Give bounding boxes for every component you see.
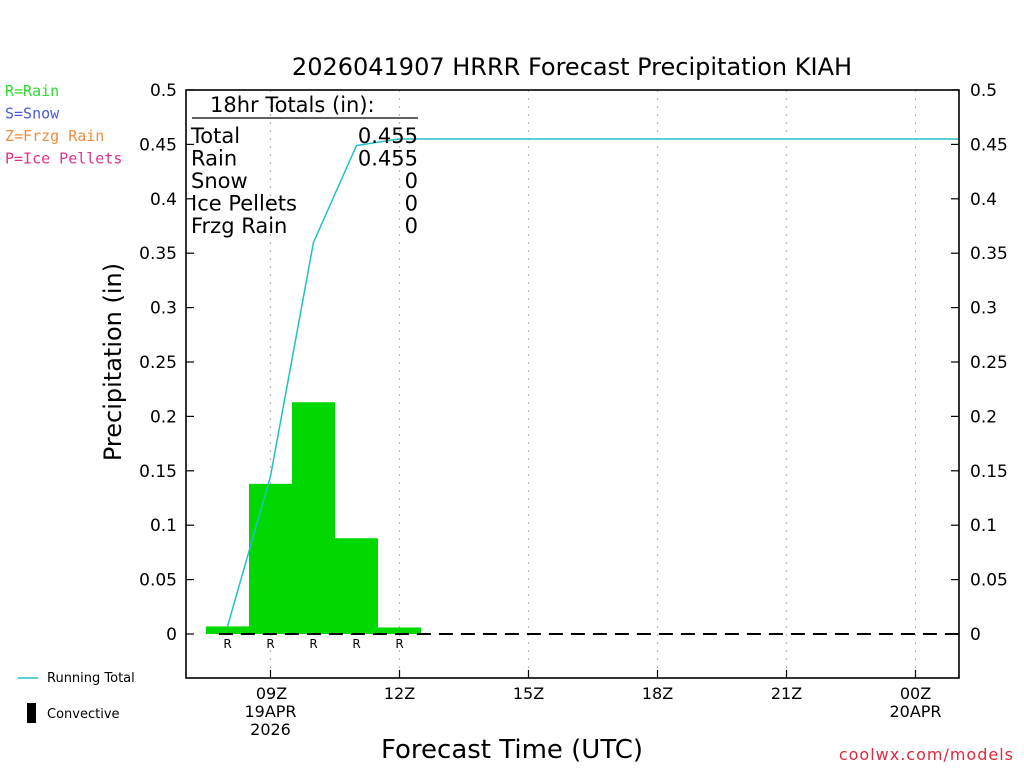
plot-frame	[185, 89, 960, 679]
ytick-label-right-2: 0.1	[970, 516, 997, 536]
y-axis-label: Precipitation (in)	[99, 263, 127, 461]
legend-item-2: Z=Frzg Rain	[5, 127, 104, 145]
ytick-label-right-10: 0.5	[970, 81, 997, 101]
totals-row-label-4: Frzg Rain	[191, 214, 287, 238]
convective-legend-label: Convective	[47, 707, 120, 722]
totals-row-value-1: 0.455	[358, 147, 418, 171]
ytick-label-right-3: 0.15	[970, 462, 1008, 482]
xtick-label-0-2: 2026	[250, 720, 291, 739]
ytick-label-left-5: 0.25	[139, 353, 177, 373]
xtick-label-4-0: 21Z	[771, 684, 802, 703]
running-total-legend: Running Total	[18, 671, 135, 686]
type-label-1: R	[266, 637, 274, 651]
precip-bar-0	[206, 626, 249, 634]
ytick-label-left-10: 0.5	[150, 81, 177, 101]
ytick-label-left-0: 0	[166, 625, 177, 645]
type-label-0: R	[223, 637, 231, 651]
ytick-label-right-7: 0.35	[970, 244, 1008, 264]
precip-bar-4	[378, 627, 421, 634]
convective-legend: Convective	[27, 703, 120, 723]
type-label-3: R	[352, 637, 360, 651]
totals-box: 18hr Totals (in): Total 0.455 Rain 0.455 Sno…	[190, 93, 418, 238]
chart-title: 2026041907 HRRR Forecast Precipitation K…	[292, 53, 852, 81]
ytick-label-left-7: 0.35	[139, 244, 177, 264]
precip-type-legend: R=Rain S=Snow Z=Frzg Rain P=Ice Pellets	[5, 82, 122, 168]
ytick-label-right-0: 0	[970, 625, 981, 645]
source-watermark: coolwx.com/models	[839, 745, 1014, 764]
type-label-2: R	[309, 637, 317, 651]
xtick-label-0-1: 19APR	[244, 702, 296, 721]
precip-bar-2	[292, 402, 335, 634]
totals-row-label-2: Snow	[191, 169, 248, 193]
totals-row-value-0: 0.455	[358, 124, 418, 148]
totals-row-value-2: 0	[405, 169, 418, 193]
totals-row-value-3: 0	[405, 192, 418, 216]
ytick-label-left-1: 0.05	[139, 571, 177, 591]
precip-bar-1	[249, 483, 292, 634]
x-axis-label: Forecast Time (UTC)	[381, 735, 643, 765]
xtick-label-3-0: 18Z	[642, 684, 673, 703]
ytick-label-left-2: 0.1	[150, 516, 177, 536]
ytick-label-right-1: 0.05	[970, 571, 1008, 591]
legend-item-1: S=Snow	[5, 105, 60, 123]
type-label-4: R	[395, 637, 403, 651]
convective-swatch	[27, 703, 36, 723]
xtick-label-5-1: 20APR	[889, 702, 941, 721]
ytick-label-right-9: 0.45	[970, 135, 1008, 155]
ytick-label-right-5: 0.25	[970, 353, 1008, 373]
ytick-label-right-6: 0.3	[970, 299, 997, 319]
xtick-label-0-0: 09Z	[256, 684, 287, 703]
precip-bars	[206, 402, 421, 634]
totals-header: 18hr Totals (in):	[210, 93, 375, 117]
ytick-label-right-8: 0.4	[970, 190, 997, 210]
y-axis-ticks: 0 00.05 0.050.1 0.10.15 0.150.2 0.20.25 0.250.…	[139, 81, 1008, 645]
xtick-label-5-0: 00Z	[900, 684, 931, 703]
ytick-label-left-6: 0.3	[150, 299, 177, 319]
legend-item-0: R=Rain	[5, 82, 59, 100]
ytick-label-left-4: 0.2	[150, 407, 177, 427]
totals-row-value-4: 0	[405, 214, 418, 238]
ytick-label-left-8: 0.4	[150, 190, 177, 210]
ytick-label-left-9: 0.45	[139, 135, 177, 155]
ytick-label-right-4: 0.2	[970, 407, 997, 427]
legend-item-3: P=Ice Pellets	[5, 150, 122, 168]
ytick-label-left-3: 0.15	[139, 462, 177, 482]
running-total-legend-label: Running Total	[47, 671, 135, 686]
xtick-label-2-0: 15Z	[513, 684, 544, 703]
precip-bar-3	[335, 538, 378, 634]
xtick-label-1-0: 12Z	[384, 684, 415, 703]
totals-row-label-0: Total	[190, 124, 240, 148]
running-total-line	[226, 138, 959, 627]
totals-row-label-1: Rain	[191, 147, 237, 171]
totals-row-label-3: Ice Pellets	[191, 192, 297, 216]
